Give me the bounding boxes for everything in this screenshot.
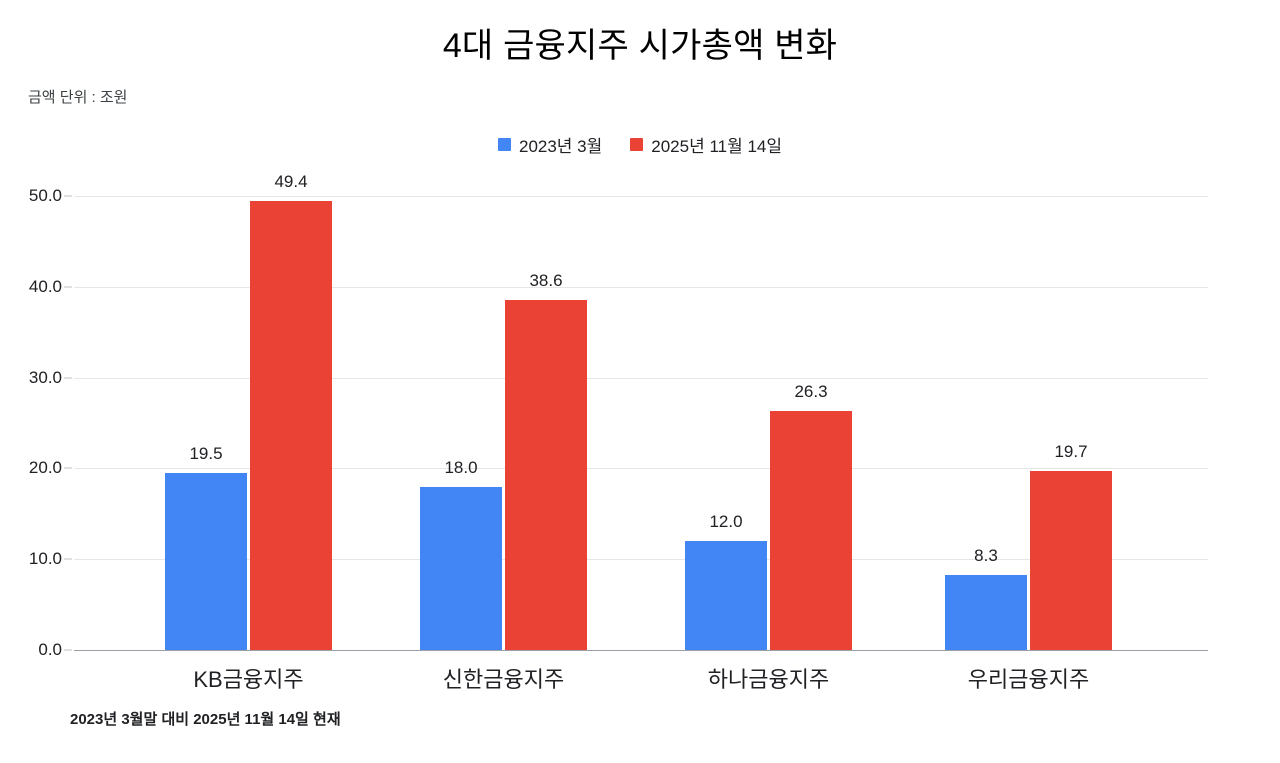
bar-value-label-3-series-0: 8.3	[974, 545, 998, 565]
y-axis-tick-mark-icon	[64, 377, 72, 379]
bar-0-series-1[interactable]	[250, 201, 332, 650]
bar-1-series-0[interactable]	[420, 486, 502, 650]
bar-value-label-1-series-1: 38.6	[529, 270, 563, 290]
y-axis-tick-mark-icon	[64, 286, 72, 288]
category-label-0: KB금융지주	[193, 667, 304, 692]
gridline-30.0	[74, 377, 1208, 379]
y-axis-tick-label: 10.0	[28, 549, 62, 569]
bar-value-label-0-series-0: 19.5	[189, 443, 223, 463]
gridline-50.0	[74, 196, 1208, 197]
bar-value-label-1-series-0: 18.0	[444, 457, 478, 477]
legend-label-0: 2023년 3월	[518, 137, 603, 156]
category-label-1: 신한금융지주	[442, 667, 565, 692]
gridline-20.0	[74, 468, 1208, 470]
bar-3-series-1[interactable]	[1030, 471, 1112, 650]
y-axis-tick-mark-icon	[64, 195, 72, 197]
legend-item-1[interactable]: 2025년 11월 14일	[630, 132, 782, 157]
legend-label-1: 2025년 11월 14일	[651, 137, 783, 156]
y-axis-tick-label: 20.0	[28, 458, 62, 478]
legend-swatch-icon-0	[497, 138, 511, 151]
y-axis-tick-label: 30.0	[28, 367, 62, 387]
bar-1-series-1[interactable]	[505, 299, 587, 650]
bar-value-label-2-series-1: 26.3	[794, 382, 828, 402]
bar-2-series-0[interactable]	[685, 541, 767, 650]
chart-legend: 2023년 3월 2025년 11월 14일	[0, 132, 1280, 157]
bar-value-label-2-series-0: 12.0	[709, 512, 743, 532]
chart-subtitle-unit-note: 금액 단위 : 조원	[28, 89, 128, 106]
category-label-2: 하나금융지주	[707, 667, 830, 692]
y-axis-tick-mark-icon	[64, 558, 72, 560]
category-label-3: 우리금융지주	[967, 667, 1090, 692]
y-axis-tick-mark-icon	[64, 649, 72, 651]
axis-baseline	[74, 650, 1208, 651]
bar-2-series-1[interactable]	[770, 411, 852, 650]
y-axis-tick-label: 0.0	[38, 640, 62, 659]
gridline-10.0	[74, 559, 1208, 561]
plot-area: 50.0 40.0 30.0 20.0 10.0 0.0 19.5 49.4 18.0 38.6 1…	[29, 172, 1208, 659]
y-axis-tick-label: 50.0	[28, 186, 62, 205]
bar-3-series-0[interactable]	[945, 574, 1027, 650]
legend-item-0[interactable]: 2023년 3월	[497, 132, 603, 157]
legend-swatch-icon-1	[630, 138, 644, 151]
bar-value-label-3-series-1: 19.7	[1054, 442, 1088, 462]
chart-footnote: 2023년 3월말 대비 2025년 11월 14일 현재	[70, 711, 341, 728]
gridline-40.0	[74, 286, 1208, 288]
y-axis-tick-mark-icon	[64, 467, 72, 469]
bar-0-series-0[interactable]	[165, 472, 247, 650]
chart-title: 4대 금융지주 시가총액 변화	[442, 27, 838, 65]
bar-value-label-0-series-1: 49.4	[274, 172, 308, 192]
y-axis-tick-label: 40.0	[28, 276, 62, 296]
